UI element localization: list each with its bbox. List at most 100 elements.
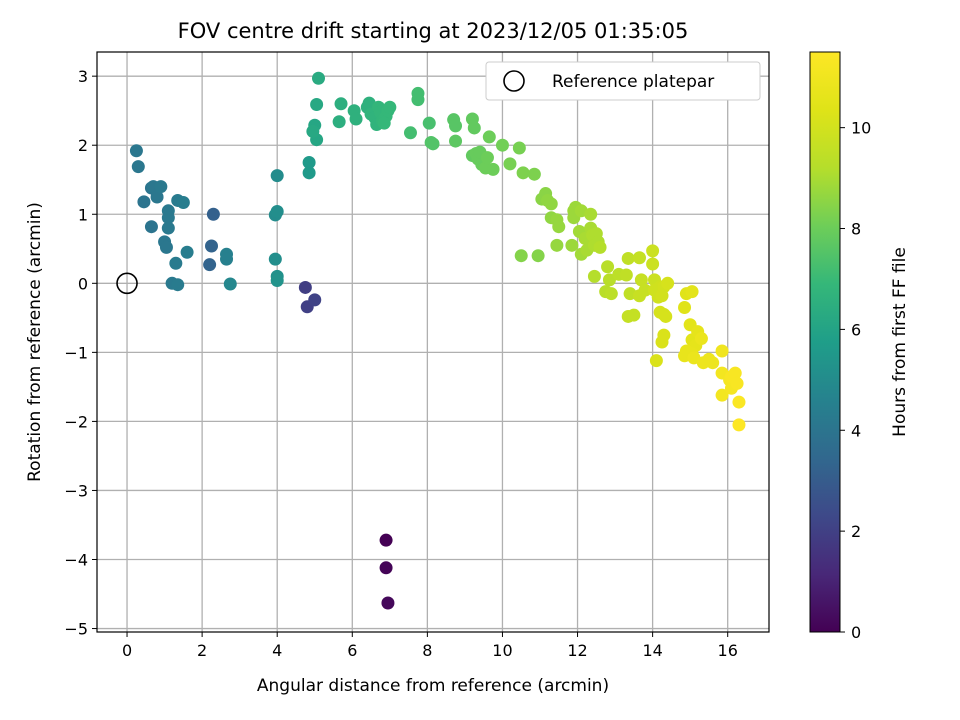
colorbar-gradient (809, 51, 841, 633)
x-tick-label: 8 (422, 641, 432, 660)
y-tick-label: −5 (64, 620, 88, 639)
data-point (349, 112, 363, 126)
x-axis-label: Angular distance from reference (arcmin) (257, 676, 609, 696)
y-tick-label: 3 (78, 67, 88, 86)
data-point (715, 388, 729, 402)
data-point (154, 180, 168, 194)
data-point (621, 251, 635, 265)
data-point (495, 138, 509, 152)
data-point (516, 166, 530, 180)
data-point (381, 596, 395, 610)
colorbar-tick-label: 0 (851, 623, 861, 642)
reference-platepar-marker (116, 272, 138, 295)
data-point (270, 274, 284, 288)
y-tick-label: 2 (78, 136, 88, 155)
data-point (604, 287, 618, 301)
data-point (632, 251, 646, 265)
colorbar: 0 2 4 6 8 10 Hours from first FF file (809, 51, 910, 642)
data-point (706, 356, 720, 370)
data-point (653, 305, 667, 319)
data-point (550, 238, 564, 252)
data-point (379, 533, 393, 547)
data-point (514, 249, 528, 263)
data-point (685, 285, 699, 299)
data-point (131, 160, 145, 174)
data-point (655, 335, 669, 349)
data-point (728, 366, 742, 380)
data-point (137, 195, 151, 209)
data-point (302, 166, 316, 180)
legend: Reference platepar (485, 61, 761, 101)
legend-box (485, 61, 761, 101)
data-point (159, 240, 173, 254)
data-point (449, 134, 463, 148)
y-axis-ticks: −5 −4 −3 −2 −1 0 1 2 3 (64, 67, 97, 639)
x-tick-label: 4 (272, 641, 282, 660)
data-point (268, 252, 282, 266)
legend-marker (503, 70, 525, 92)
y-tick-label: −1 (64, 343, 88, 362)
colorbar-label: Hours from first FF file (890, 247, 910, 437)
data-point (169, 256, 183, 270)
data-point (486, 162, 500, 176)
data-point (383, 100, 397, 114)
data-point (298, 280, 312, 294)
data-point (480, 151, 494, 165)
data-point (150, 190, 164, 204)
data-point (306, 124, 320, 138)
y-tick-label: 0 (78, 274, 88, 293)
data-point (715, 344, 729, 358)
data-point (638, 283, 652, 297)
colorbar-tick-label: 8 (851, 220, 861, 239)
data-point (180, 245, 194, 259)
data-point (678, 300, 692, 314)
data-point (270, 205, 284, 218)
data-point (205, 239, 219, 253)
x-tick-label: 14 (642, 641, 662, 660)
data-point (646, 257, 660, 271)
plot-frame (96, 51, 770, 633)
data-point (503, 157, 517, 171)
y-tick-label: −2 (64, 412, 88, 431)
data-point (308, 293, 322, 307)
data-point (411, 93, 425, 107)
data-point (129, 144, 143, 158)
data-point (646, 244, 660, 258)
data-point (732, 395, 746, 409)
data-point (311, 71, 325, 85)
data-point (482, 130, 496, 144)
data-point (531, 249, 545, 263)
y-tick-label: −4 (64, 551, 88, 570)
data-point (601, 260, 615, 274)
chart-title: FOV centre drift starting at 2023/12/05 … (178, 19, 689, 43)
data-point (619, 268, 633, 282)
data-point (377, 116, 391, 130)
x-tick-label: 10 (492, 641, 512, 660)
y-tick-label: −3 (64, 481, 88, 500)
data-point (302, 155, 316, 169)
colorbar-tick-label: 2 (851, 522, 861, 541)
data-point (584, 207, 598, 221)
data-point (552, 220, 566, 234)
legend-label: Reference platepar (552, 72, 714, 92)
data-point (334, 97, 348, 111)
data-point (426, 137, 440, 151)
x-axis-ticks: 0 2 4 6 8 10 12 14 16 (122, 632, 738, 660)
data-point (203, 258, 217, 272)
y-axis-label: Rotation from reference (arcmin) (25, 202, 45, 482)
data-point (593, 240, 607, 254)
data-point (379, 561, 393, 575)
data-point (310, 97, 324, 111)
data-point (176, 196, 190, 210)
y-tick-label: 1 (78, 205, 88, 224)
x-tick-label: 12 (567, 641, 587, 660)
x-tick-label: 6 (347, 641, 357, 660)
data-point (602, 273, 616, 287)
data-point (161, 221, 175, 235)
data-point (422, 116, 436, 130)
data-point (587, 269, 601, 283)
colorbar-ticks: 0 2 4 6 8 10 (840, 119, 871, 642)
data-point (694, 332, 708, 346)
x-tick-label: 16 (718, 641, 738, 660)
